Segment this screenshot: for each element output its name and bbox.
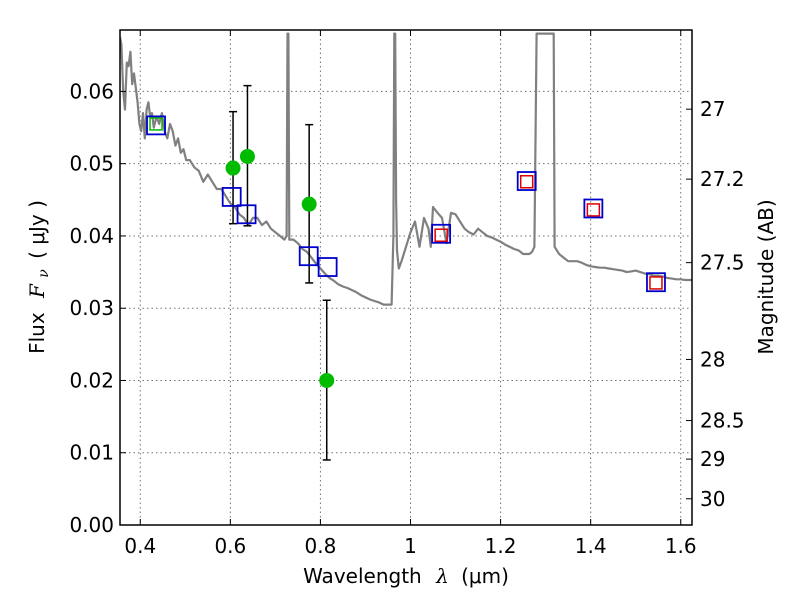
x-tick-label: 1.2 [485,534,517,558]
x-tick-label: 0.6 [214,534,246,558]
y-axis-subscript: ν [36,269,52,278]
synthetic-red-square [434,228,448,242]
grid [120,30,692,526]
synthetic-red-square [649,276,663,290]
synthetic-blue-square [583,198,604,219]
model-spectrum-line [120,32,692,306]
x-axis-label: Wavelength [303,564,422,588]
ticks: 0.4 0.6 0.8 1 1.2 1.4 1.6 0.00 0.01 0.02 0.03 0.04 0… [69,30,745,558]
magnitude-tick-label: 27.2 [700,167,745,191]
observed-point [225,160,241,176]
synthetic-blue-square [431,223,452,244]
synthetic-blue-square [236,204,257,225]
y-tick-label: 0.02 [69,368,114,392]
y-tick-label: 0.03 [69,296,114,320]
y-axis-unit: ( μJy ) [25,200,49,259]
x-tick-label: 1.6 [665,534,697,558]
synthetic-blue-square [298,246,319,267]
synthetic-blue-square [516,171,537,191]
x-tick-label: 1.4 [575,534,607,558]
y-tick-label: 0.01 [69,441,114,465]
magnitude-tick-label: 27.5 [700,251,745,275]
observed-point [301,196,317,212]
x-axis-unit: (μm) [461,564,509,588]
y-tick-label: 0.00 [69,513,114,537]
x-tick-label: 0.4 [124,534,156,558]
magnitude-tick-label: 28 [700,347,725,371]
synthetic-blue-square [646,272,666,293]
plot-area [120,32,692,461]
magnitude-axis-title: Magnitude (AB) [754,199,778,354]
magnitude-tick-label: 29 [700,447,725,471]
magnitude-tick-label: 30 [700,487,725,511]
observed-green-square [149,117,163,131]
y-axis-title: Flux F ν ( μJy ) [25,200,53,354]
y-axis-symbol: F [25,283,49,299]
x-tick-label: 0.8 [305,534,337,558]
magnitude-tick-label: 27 [700,97,725,121]
synthetic-blue-square [146,115,166,136]
synthetic-red-square [586,203,601,217]
synthetic-blue-square [317,257,338,277]
y-tick-label: 0.04 [69,224,114,248]
synthetic-blue-square [221,187,242,207]
plot-frame [119,29,693,526]
y-axis-label: Flux [25,312,49,354]
x-tick-label: 1 [404,534,417,558]
observed-point [239,148,255,164]
y-tick-label: 0.06 [69,79,114,103]
magnitude-tick-label: 28.5 [700,409,745,433]
observed-point [319,372,335,388]
x-axis-symbol: λ [435,564,449,588]
y-tick-label: 0.05 [69,152,114,176]
x-axis-title: Wavelength λ (μm) [303,564,509,588]
synthetic-red-square [519,175,534,189]
